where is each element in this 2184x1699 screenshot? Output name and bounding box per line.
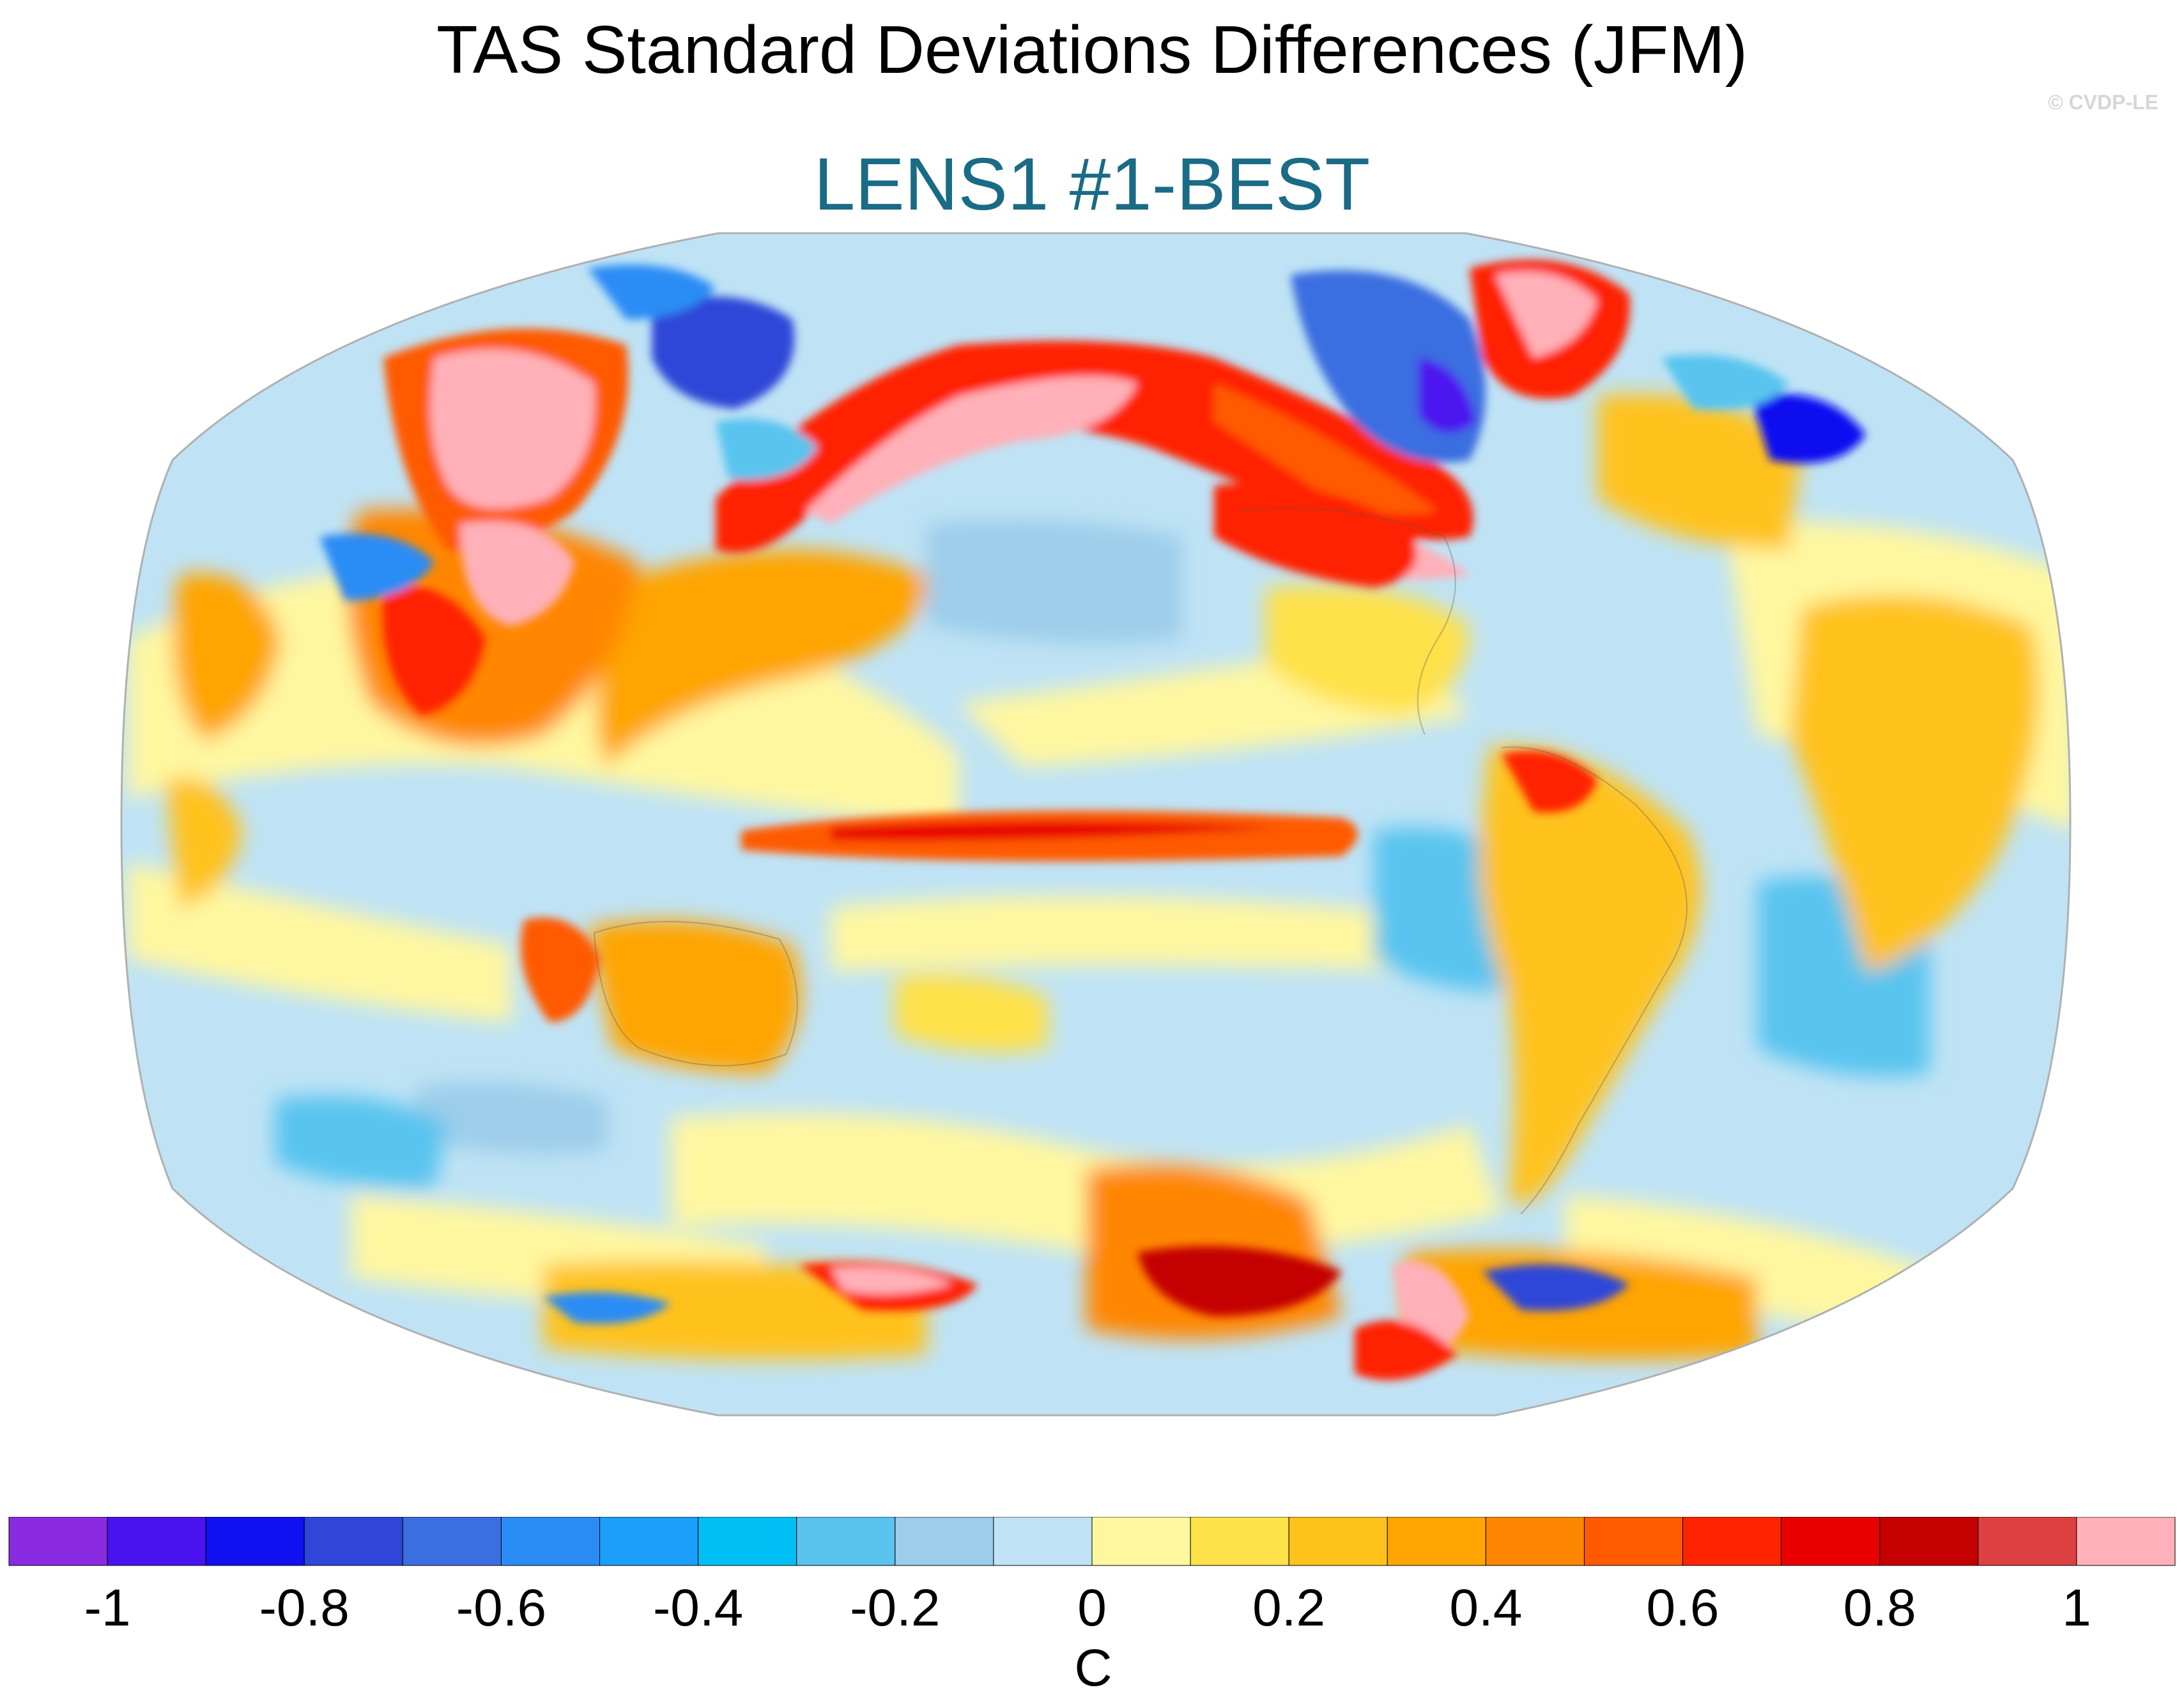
- colorbar: [8, 1517, 2176, 1566]
- colorbar-tick-label: 0.4: [1449, 1579, 1523, 1637]
- colorbar-tick-label: 0.6: [1646, 1579, 1719, 1637]
- colorbar-tick-label: -0.2: [850, 1579, 941, 1637]
- colorbar-box: [402, 1517, 502, 1566]
- colorbar-box: [2076, 1517, 2176, 1566]
- figure-title: TAS Standard Deviations Differences (JFM…: [436, 12, 1748, 88]
- colorbar-box: [796, 1517, 896, 1566]
- colorbar-box: [1879, 1517, 1979, 1566]
- colorbar-box: [895, 1517, 994, 1566]
- colorbar-box: [304, 1517, 403, 1566]
- colorbar-box: [599, 1517, 699, 1566]
- colorbar-box: [107, 1517, 206, 1566]
- colorbar-tick-label: -0.8: [259, 1579, 350, 1637]
- panel-subtitle: LENS1 #1-BEST: [813, 142, 1371, 226]
- colorbar-box: [698, 1517, 797, 1566]
- colorbar-box: [205, 1517, 305, 1566]
- colorbar-box: [1387, 1517, 1486, 1566]
- colorbar-box: [993, 1517, 1093, 1566]
- colorbar-tick-label: 1: [2062, 1579, 2091, 1637]
- colorbar-box: [1091, 1517, 1191, 1566]
- map-outline: [120, 232, 2072, 1417]
- field-layer: [121, 233, 2070, 1415]
- colorbar-box: [500, 1517, 601, 1566]
- colorbar-tick-label: 0.8: [1843, 1579, 1916, 1637]
- colorbar-box: [1190, 1517, 1289, 1566]
- colorbar-box: [1781, 1517, 1880, 1566]
- colorbar-box: [1583, 1517, 1684, 1566]
- colorbar-tick-label: 0.2: [1252, 1579, 1326, 1637]
- colorbar-tick-label: -0.4: [652, 1579, 744, 1637]
- colorbar-box: [1288, 1517, 1388, 1566]
- colorbar-tick-label: 0: [1077, 1579, 1107, 1637]
- colorbar-box: [8, 1517, 108, 1566]
- colorbar-tick-label: -1: [84, 1579, 131, 1637]
- colorbar-tick-label: -0.6: [456, 1579, 547, 1637]
- colorbar-box: [1682, 1517, 1782, 1566]
- colorbar-box: [1978, 1517, 2077, 1566]
- colorbar-units: C: [1074, 1639, 1112, 1697]
- colorbar-box: [1485, 1517, 1585, 1566]
- credit-label: © CVDP-LE: [2048, 91, 2158, 114]
